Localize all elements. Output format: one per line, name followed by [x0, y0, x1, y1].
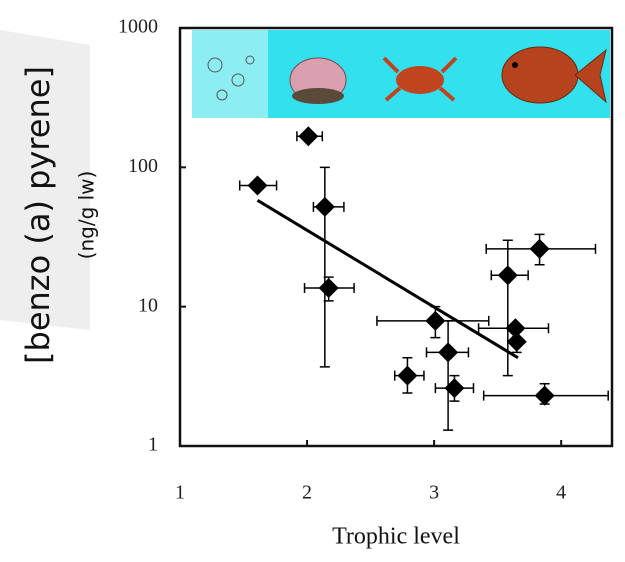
y-tick-label: 1000 [118, 16, 158, 38]
x-tick-label: 3 [429, 482, 439, 504]
point [318, 278, 339, 299]
trend-line [256, 199, 519, 360]
organism-strip [192, 30, 610, 118]
point [497, 265, 518, 286]
axes-frame [178, 26, 614, 448]
y-tick-label: 1 [148, 434, 158, 456]
x-tick-label: 4 [556, 482, 566, 504]
y-error-bar [443, 320, 454, 431]
point [506, 331, 527, 352]
y-axis-title: [benzo (a) pyrene] [19, 66, 57, 364]
y-tick-label: 100 [128, 155, 158, 177]
y-axis-unit: (ng/g lw) [75, 171, 99, 260]
point [425, 310, 446, 331]
point [397, 365, 418, 386]
point [247, 175, 268, 196]
point [529, 238, 550, 259]
point [534, 385, 555, 406]
point [444, 378, 465, 399]
point [314, 196, 335, 217]
y-tick-label: 10 [138, 294, 158, 316]
x-tick-label: 1 [175, 482, 185, 504]
point [505, 318, 526, 339]
decoration [0, 30, 90, 330]
x-axis-title: Trophic level [332, 524, 460, 550]
point [438, 342, 459, 363]
x-tick-label: 2 [302, 482, 312, 504]
point [298, 126, 319, 147]
y-error-bar [502, 239, 513, 377]
